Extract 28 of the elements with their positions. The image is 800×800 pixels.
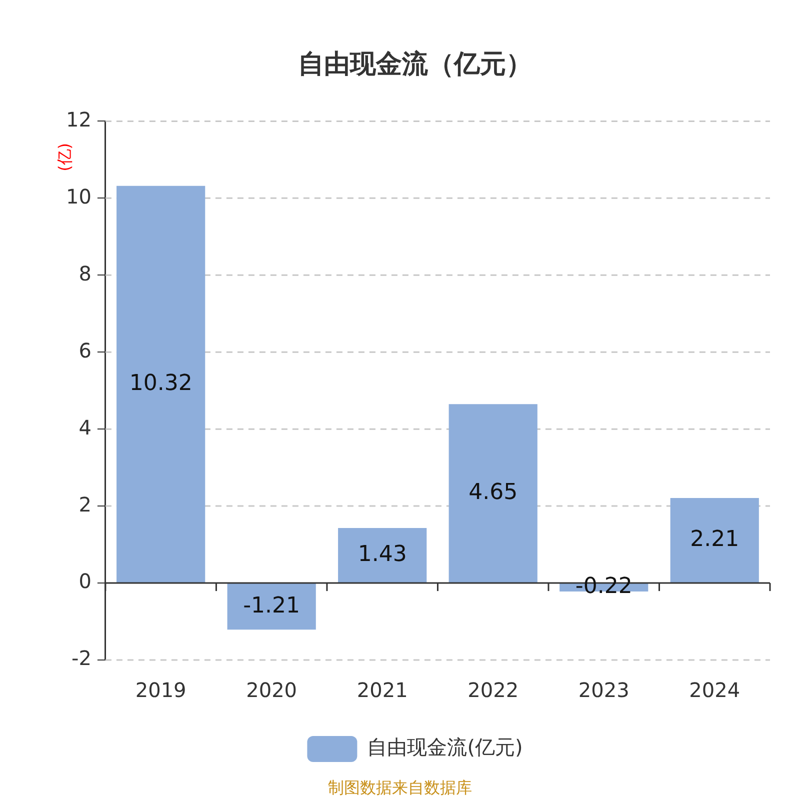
data-label: 1.43: [358, 542, 407, 567]
y-tick-label: 0: [78, 569, 92, 594]
x-tick-label: 2021: [356, 678, 408, 702]
x-tick-label: 2020: [246, 678, 298, 702]
legend-label: 自由现金流(亿元): [367, 735, 523, 760]
y-axis-title: (亿): [55, 142, 74, 172]
bar: [670, 498, 759, 583]
y-tick-label: 4: [78, 415, 92, 440]
y-tick-label: 8: [78, 261, 92, 286]
data-label: 4.65: [468, 480, 518, 506]
y-tick-label: 6: [78, 338, 92, 362]
x-tick-label: 2019: [135, 678, 186, 702]
y-tick-label: 10: [66, 184, 92, 208]
data-label: -1.21: [243, 593, 300, 618]
bar: [448, 404, 538, 583]
data-label: 2.21: [690, 526, 740, 552]
y-tick-label: -2: [71, 646, 92, 670]
bar: [227, 584, 316, 630]
x-tick-label: 2024: [689, 678, 740, 702]
bar: [338, 528, 427, 583]
data-label: 10.32: [129, 370, 192, 396]
y-tick-label: 2: [78, 492, 92, 516]
chart-title: 自由现金流（亿元）: [298, 49, 532, 80]
y-tick-label: 12: [66, 107, 92, 132]
x-tick-label: 2022: [468, 678, 519, 702]
x-tick-label: 2023: [578, 678, 630, 702]
bar: [116, 186, 206, 583]
text: 制图数据来自数据库: [328, 778, 472, 798]
